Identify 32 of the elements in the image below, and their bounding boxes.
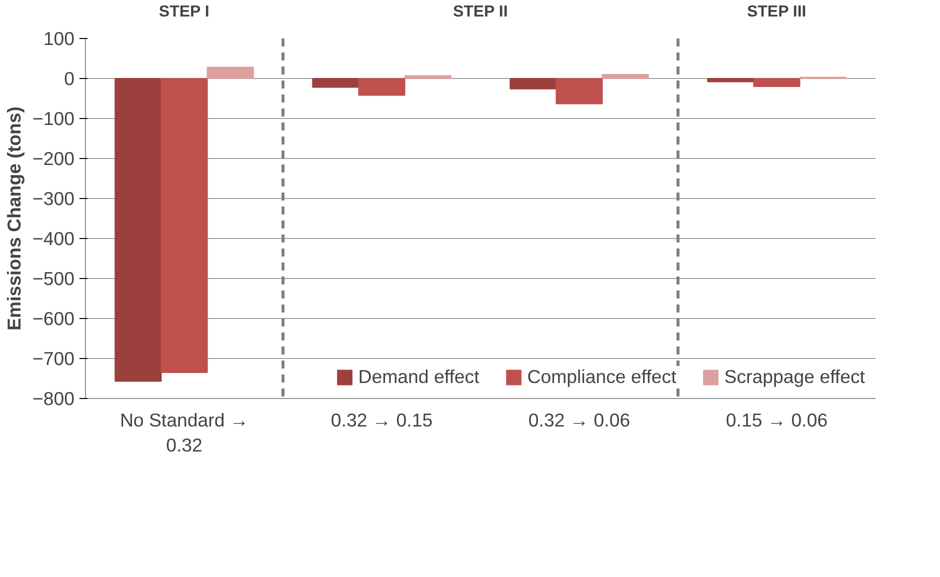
y-tick-label: −200	[32, 148, 75, 169]
text: STEP I	[158, 4, 210, 20]
legend-label: Scrappage effect	[724, 366, 865, 388]
text: STEP II	[452, 4, 508, 20]
bar	[707, 78, 754, 82]
bar	[510, 78, 557, 90]
bar	[404, 75, 452, 79]
y-tick-label: −100	[32, 108, 75, 129]
bar	[160, 78, 208, 373]
text: STEP III	[746, 4, 806, 20]
bar	[602, 74, 649, 79]
bar	[358, 78, 406, 96]
y-tick-label: 100	[43, 28, 75, 49]
y-tick-label: −800	[32, 388, 75, 409]
bar	[114, 78, 162, 382]
y-tick-label: −300	[32, 188, 75, 209]
x-tick-label: 0.32 → 0.15	[330, 410, 433, 430]
bar	[312, 78, 360, 88]
y-tick-label: −400	[32, 228, 75, 249]
y-tick-label: −500	[32, 268, 75, 289]
y-tick-label: −700	[32, 348, 75, 369]
x-tick-label: No Standard → 0.32	[120, 410, 249, 456]
bar	[556, 78, 603, 104]
x-tick-label: 0.15 → 0.06	[726, 410, 828, 430]
y-tick-label: 0	[64, 68, 75, 89]
legend-label: Compliance effect	[527, 366, 676, 388]
x-tick-label: 0.32 → 0.06	[528, 410, 630, 430]
y-tick-label: −600	[32, 308, 75, 329]
legend-label: Demand effect	[358, 366, 480, 388]
bar	[753, 78, 800, 87]
y-axis-title: Emissions Change (tons)	[3, 106, 24, 330]
bar	[206, 66, 254, 79]
